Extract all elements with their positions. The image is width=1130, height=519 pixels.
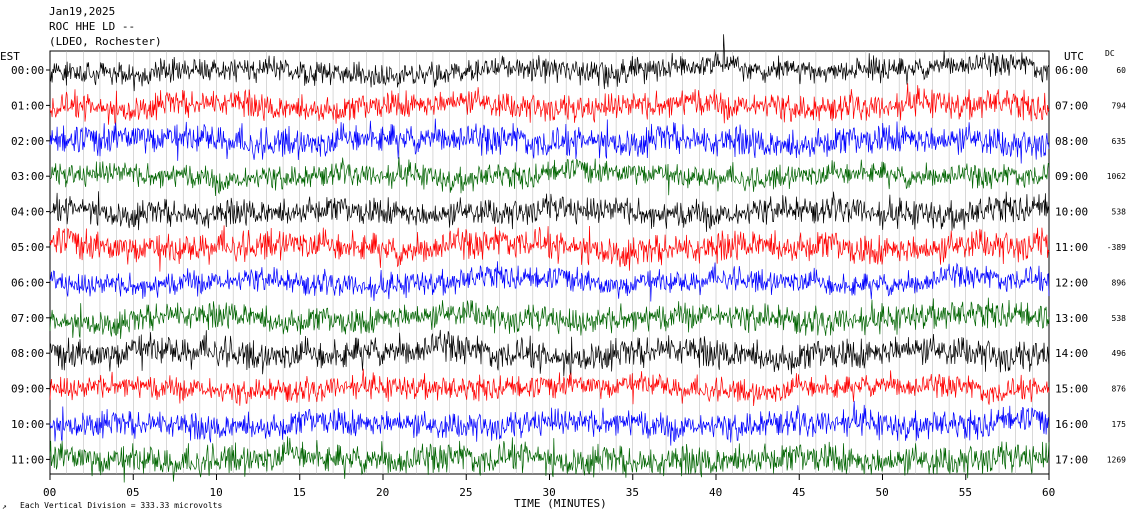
right-timezone-label: UTC xyxy=(1064,50,1084,63)
header-network: (LDEO, Rochester) xyxy=(49,35,162,48)
minute-gridlines xyxy=(66,51,1033,474)
x-tick-label: 00 xyxy=(43,486,56,499)
dc-offset-value: 1062 xyxy=(1107,172,1126,181)
utc-hour-label: 17:00 xyxy=(1055,453,1088,466)
seismic-trace-line xyxy=(49,191,1050,232)
x-tick-label: 40 xyxy=(709,486,722,499)
x-tick-label: 25 xyxy=(459,486,472,499)
utc-hour-label: 08:00 xyxy=(1055,135,1088,148)
seismic-trace-line xyxy=(49,329,1050,377)
header-date: Jan19,2025 xyxy=(49,5,115,18)
utc-hour-label: 09:00 xyxy=(1055,170,1088,183)
x-tick-label: 10 xyxy=(210,486,223,499)
x-tick-label: 20 xyxy=(376,486,389,499)
dc-column-header: DC xyxy=(1105,49,1115,58)
seismic-trace-line xyxy=(49,297,1050,339)
scale-icon: ↗ xyxy=(2,502,7,511)
est-hour-label: 11:00 xyxy=(11,453,44,466)
dc-offset-value: 1269 xyxy=(1107,455,1126,464)
dc-offset-value: 175 xyxy=(1112,420,1127,429)
dc-offset-value: 794 xyxy=(1112,101,1127,110)
est-hour-label: 05:00 xyxy=(11,241,44,254)
seismic-trace-line xyxy=(49,83,1050,126)
left-timezone-label: EST xyxy=(0,50,20,63)
seismic-trace-line xyxy=(49,436,1050,483)
dc-offset-value: -389 xyxy=(1107,243,1126,252)
seismic-trace-line xyxy=(49,157,1050,197)
utc-hour-label: 16:00 xyxy=(1055,418,1088,431)
dc-offset-value: 896 xyxy=(1112,278,1127,287)
scale-note: Each Vertical Division = 333.33 microvol… xyxy=(20,501,222,510)
est-hour-label: 07:00 xyxy=(11,312,44,325)
est-hour-label: 10:00 xyxy=(11,418,44,431)
est-hour-labels: 00:00 01:00 02:00 03:00 04:00 05:00 06:00 07:00… xyxy=(11,64,50,466)
header-station: ROC HHE LD -- xyxy=(49,20,135,33)
utc-hour-label: 10:00 xyxy=(1055,206,1088,219)
dc-offset-value: 496 xyxy=(1112,349,1127,358)
utc-hour-label: 12:00 xyxy=(1055,276,1088,289)
est-hour-label: 03:00 xyxy=(11,170,44,183)
utc-hour-label: 11:00 xyxy=(1055,241,1088,254)
dc-offset-value: 876 xyxy=(1112,385,1127,394)
x-tick-label: 05 xyxy=(126,486,139,499)
x-tick-label: 15 xyxy=(293,486,306,499)
seismic-trace-line xyxy=(49,34,1050,92)
dc-offset-value: 538 xyxy=(1112,314,1127,323)
x-tick-label: 50 xyxy=(876,486,889,499)
dc-offset-value: 538 xyxy=(1112,208,1127,217)
x-tick-label: 55 xyxy=(959,486,972,499)
utc-hour-label: 13:00 xyxy=(1055,312,1088,325)
x-tick-label: 35 xyxy=(626,486,639,499)
x-axis-ticks: 00 05 10 15 20 25 30 35 40 45 50 55 60 xyxy=(43,474,1055,499)
seismic-trace-line xyxy=(49,118,1050,164)
est-hour-label: 02:00 xyxy=(11,135,44,148)
x-axis-title: TIME (MINUTES) xyxy=(514,497,607,510)
x-tick-label: 45 xyxy=(792,486,805,499)
seismic-traces xyxy=(49,34,1050,483)
x-tick-label: 60 xyxy=(1042,486,1055,499)
dc-offset-value: 635 xyxy=(1112,137,1127,146)
dc-offset-labels: 60 794 635 1062 538 -389 896 538 496 876 175 1269 xyxy=(1107,66,1126,464)
utc-hour-label: 06:00 xyxy=(1055,64,1088,77)
x-tick-label: 30 xyxy=(543,486,556,499)
est-hour-label: 00:00 xyxy=(11,64,44,77)
dc-offset-value: 60 xyxy=(1116,66,1126,75)
seismic-trace-line xyxy=(49,225,1050,272)
est-hour-label: 04:00 xyxy=(11,206,44,219)
est-hour-label: 09:00 xyxy=(11,383,44,396)
utc-hour-label: 07:00 xyxy=(1055,99,1088,112)
utc-hour-labels: 06:00 07:00 08:00 09:00 10:00 11:00 12:00 13:00… xyxy=(1055,64,1088,466)
seismic-trace-line xyxy=(49,368,1050,407)
est-hour-label: 01:00 xyxy=(11,99,44,112)
est-hour-label: 06:00 xyxy=(11,276,44,289)
utc-hour-label: 14:00 xyxy=(1055,347,1088,360)
est-hour-label: 08:00 xyxy=(11,347,44,360)
seismic-trace-line xyxy=(49,400,1050,446)
utc-hour-label: 15:00 xyxy=(1055,383,1088,396)
seismic-trace-line xyxy=(49,261,1050,302)
